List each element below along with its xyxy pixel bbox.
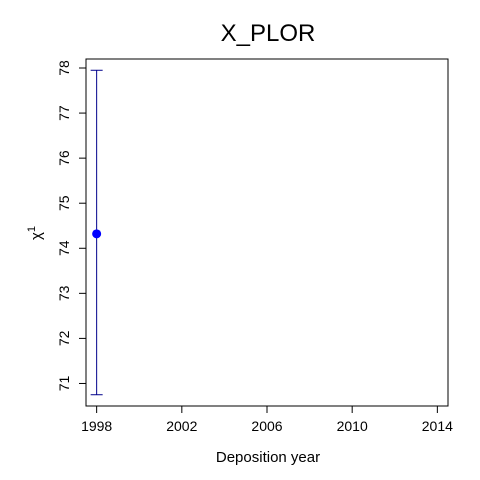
x-tick-label: 1998 — [81, 418, 112, 434]
x-axis: 1998 2002 2006 2010 2014 — [81, 405, 453, 434]
y-tick-label: 74 — [56, 240, 72, 256]
plot-frame — [85, 58, 449, 407]
y-tick-label: 71 — [56, 375, 72, 391]
y-axis-label-superscript: 1 — [26, 226, 38, 232]
y-tick-label: 76 — [56, 150, 72, 166]
y-axis-label: χ1 — [26, 226, 45, 240]
x-tick-label: 2014 — [422, 418, 453, 434]
chart-title: X_PLOR — [221, 20, 316, 47]
x-tick-label: 2010 — [337, 418, 368, 434]
y-axis-label-symbol: χ — [28, 232, 45, 240]
x-tick-label: 2006 — [251, 418, 282, 434]
y-tick-label: 73 — [56, 285, 72, 301]
y-tick-label: 78 — [56, 60, 72, 76]
y-axis: 71 72 73 74 75 76 77 78 — [56, 60, 87, 391]
data-point-0 — [92, 229, 102, 239]
y-tick-label: 77 — [56, 105, 72, 121]
x-axis-label: Deposition year — [216, 449, 320, 466]
y-tick-label: 75 — [56, 195, 72, 211]
data-marks — [90, 69, 103, 396]
y-tick-label: 72 — [56, 330, 72, 346]
x-tick-label: 2002 — [166, 418, 197, 434]
